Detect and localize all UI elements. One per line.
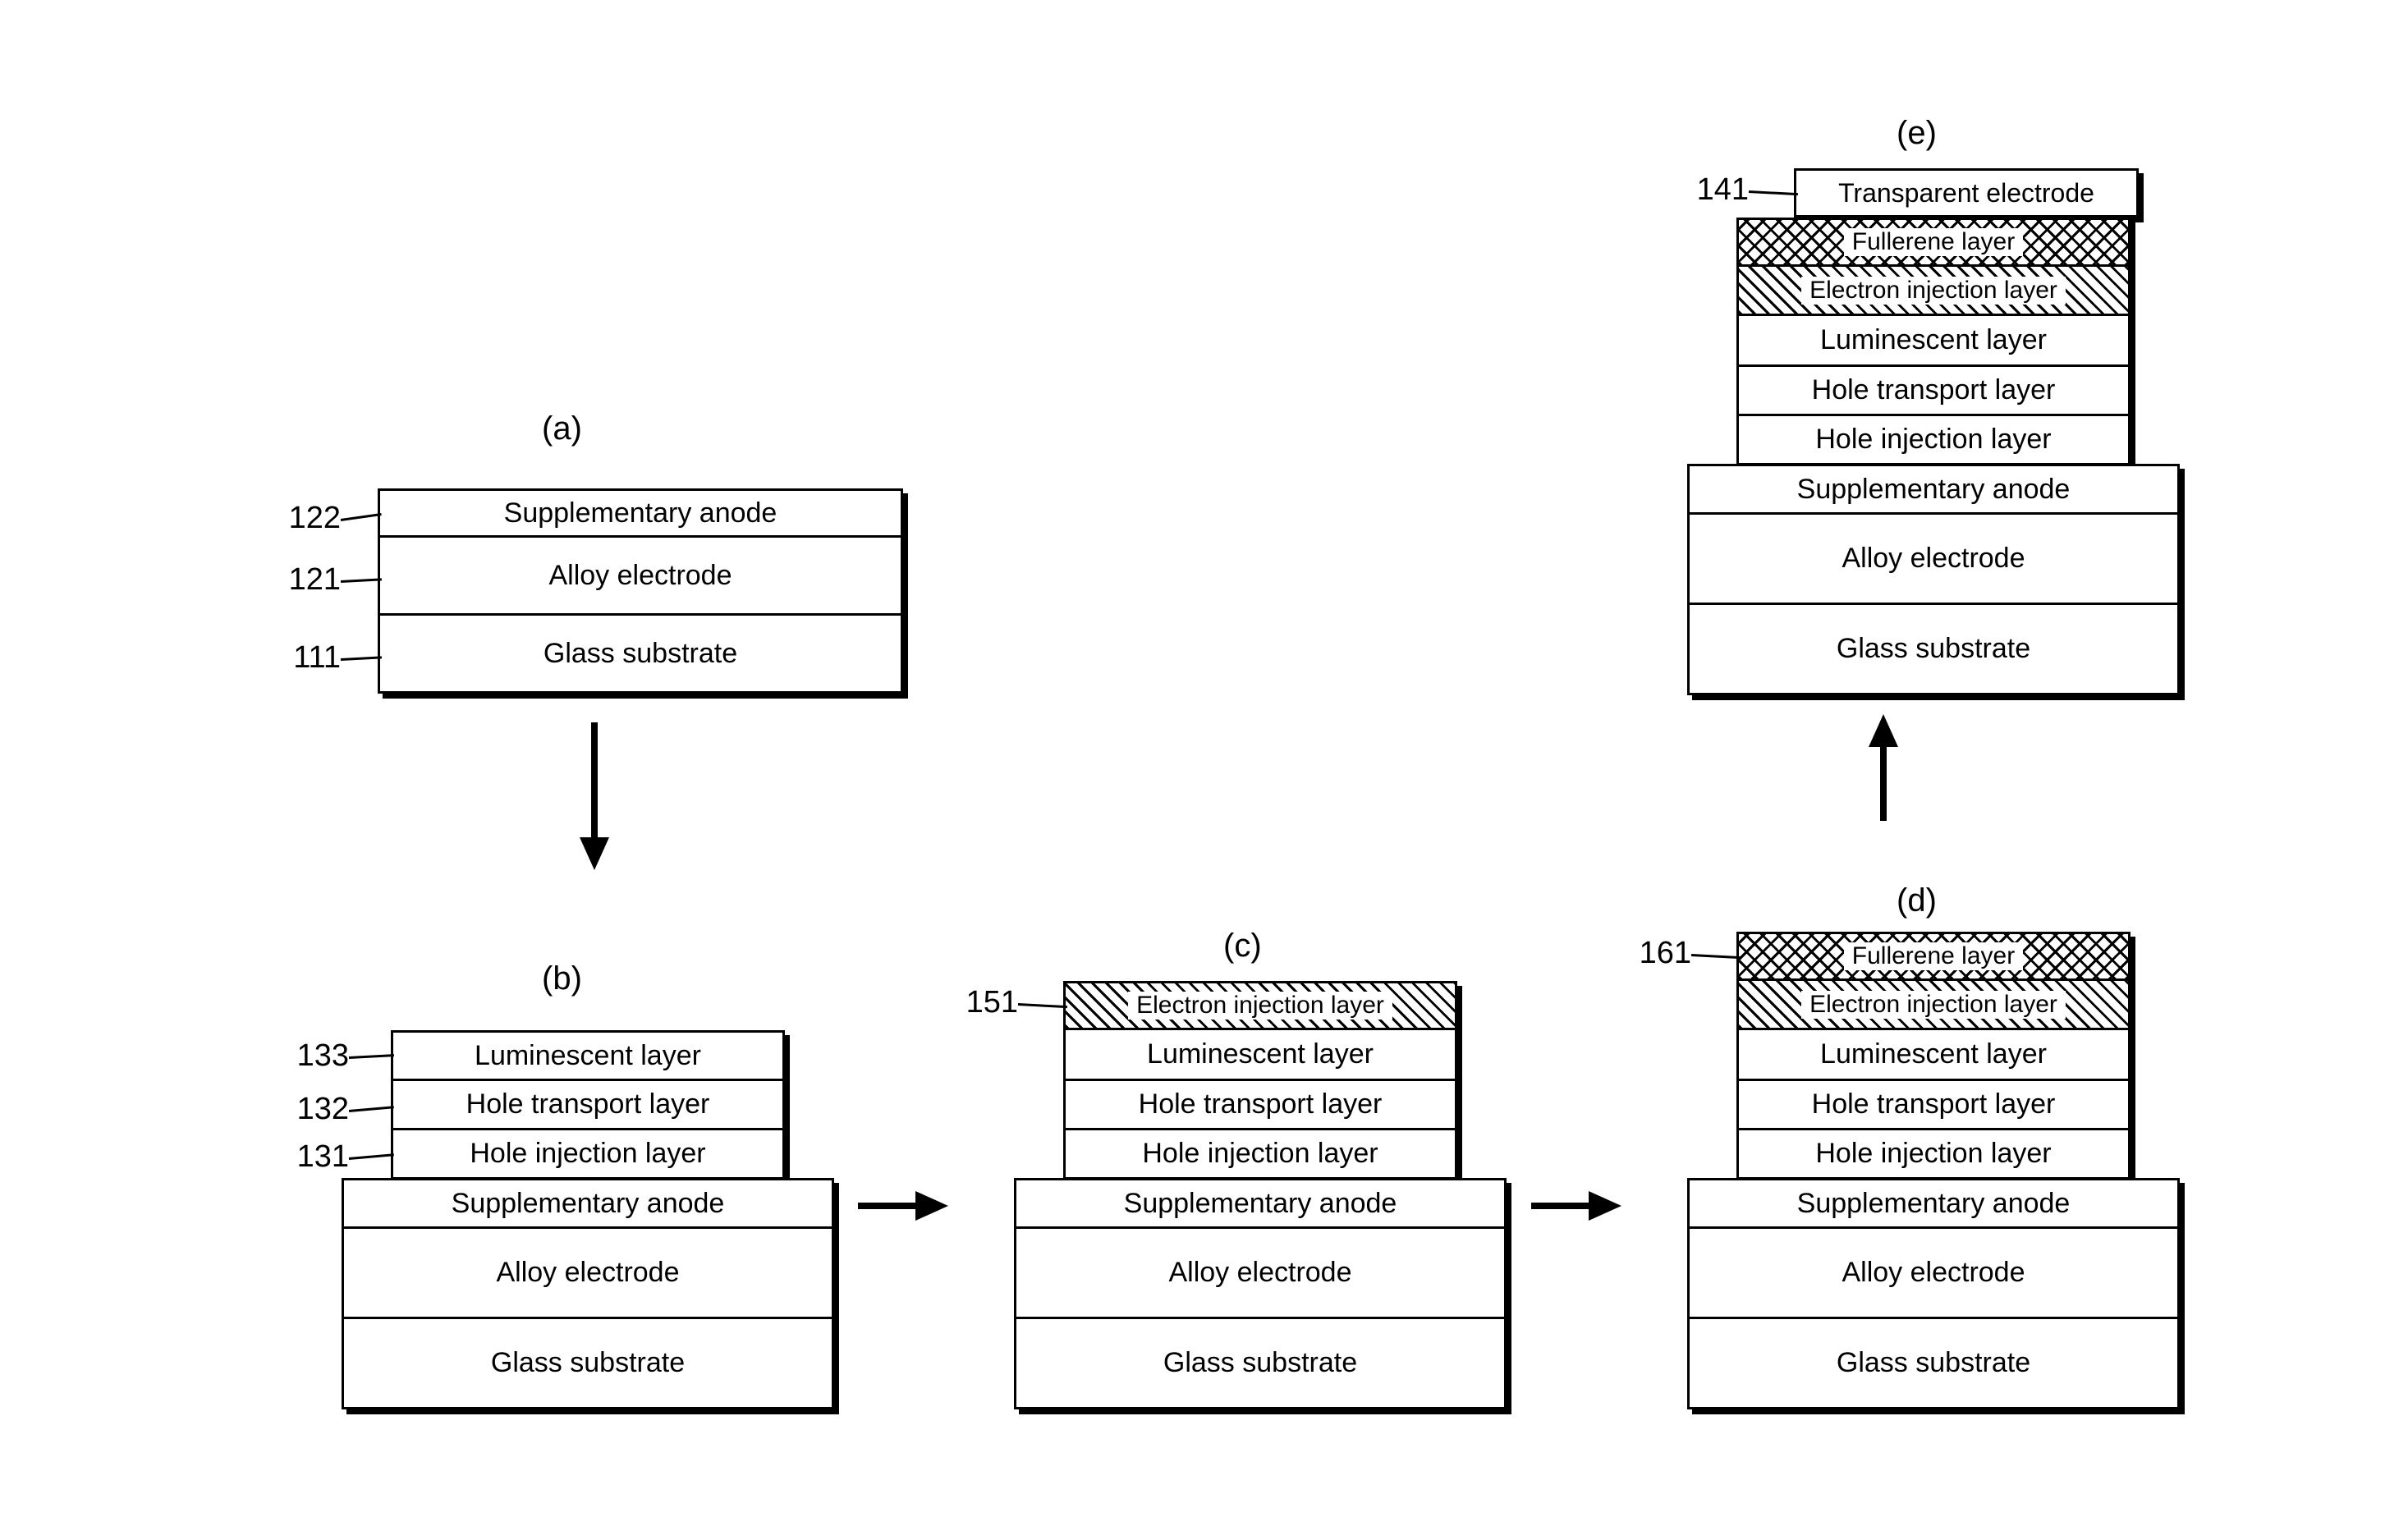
layer-fullerene: Fullerene layer	[1736, 218, 2131, 267]
ref-122: 122	[259, 501, 341, 536]
panel-c-label: (c)	[1223, 928, 1262, 965]
layer-electron-injection: Electron injection layer	[1736, 981, 2131, 1030]
panel-b-label: (b)	[542, 960, 582, 997]
leader-131	[349, 1153, 394, 1160]
layer-electron-injection: Electron injection layer	[1063, 981, 1457, 1030]
ref-111: 111	[259, 640, 341, 676]
ref-151: 151	[936, 985, 1018, 1020]
leader-151	[1018, 1003, 1067, 1008]
layer-glass-substrate: Glass substrate	[342, 1319, 834, 1409]
panel-e-wide: Supplementary anode Alloy electrode Glas…	[1687, 464, 2180, 695]
layer-supp-anode: Supplementary anode	[378, 488, 903, 538]
panel-e-narrow: Fullerene layer Electron injection layer…	[1736, 218, 2131, 465]
layer-alloy-electrode: Alloy electrode	[1014, 1229, 1507, 1319]
ref-141: 141	[1667, 172, 1749, 208]
layer-fullerene: Fullerene layer	[1736, 932, 2131, 981]
panel-d-wide: Supplementary anode Alloy electrode Glas…	[1687, 1178, 2180, 1409]
leader-111	[341, 656, 382, 661]
ref-131: 131	[267, 1139, 349, 1175]
layer-alloy-electrode: Alloy electrode	[1687, 515, 2180, 605]
layer-glass-substrate: Glass substrate	[1687, 1319, 2180, 1409]
layer-luminescent: Luminescent layer	[1736, 1030, 2131, 1081]
panel-e-label: (e)	[1897, 115, 1937, 152]
panel-b-wide: Supplementary anode Alloy electrode Glas…	[342, 1178, 834, 1409]
leader-122	[341, 513, 382, 521]
ref-133: 133	[267, 1038, 349, 1074]
ref-132: 132	[267, 1092, 349, 1127]
layer-supp-anode: Supplementary anode	[1687, 1178, 2180, 1229]
layer-supp-anode: Supplementary anode	[1014, 1178, 1507, 1229]
layer-hole-transport: Hole transport layer	[1736, 367, 2131, 416]
panel-a-stack: Supplementary anode Alloy electrode Glas…	[378, 488, 903, 694]
panel-d-label: (d)	[1897, 882, 1937, 919]
layer-supp-anode: Supplementary anode	[1687, 464, 2180, 515]
layer-alloy-electrode: Alloy electrode	[342, 1229, 834, 1319]
layer-luminescent: Luminescent layer	[391, 1030, 785, 1081]
layer-transparent-electrode: Transparent electrode	[1794, 168, 2139, 218]
panel-e-top: Transparent electrode	[1794, 168, 2139, 218]
panel-a-label: (a)	[542, 410, 582, 447]
panel-b-narrow: Luminescent layer Hole transport layer H…	[391, 1030, 785, 1180]
leader-133	[349, 1054, 394, 1059]
panel-c-narrow: Electron injection layer Luminescent lay…	[1063, 981, 1457, 1180]
layer-luminescent: Luminescent layer	[1063, 1030, 1457, 1081]
layer-hole-transport: Hole transport layer	[1063, 1081, 1457, 1130]
layer-supp-anode: Supplementary anode	[342, 1178, 834, 1229]
layer-hole-injection: Hole injection layer	[1736, 1130, 2131, 1180]
leader-141	[1749, 190, 1798, 195]
layer-alloy-electrode: Alloy electrode	[378, 538, 903, 616]
ref-161: 161	[1609, 936, 1691, 971]
leader-161	[1691, 954, 1741, 959]
layer-glass-substrate: Glass substrate	[1014, 1319, 1507, 1409]
layer-hole-transport: Hole transport layer	[1736, 1081, 2131, 1130]
leader-132	[349, 1106, 394, 1112]
layer-alloy-electrode: Alloy electrode	[1687, 1229, 2180, 1319]
layer-electron-injection: Electron injection layer	[1736, 267, 2131, 316]
ref-121: 121	[259, 562, 341, 598]
layer-hole-injection: Hole injection layer	[391, 1130, 785, 1180]
layer-hole-transport: Hole transport layer	[391, 1081, 785, 1130]
panel-d-narrow: Fullerene layer Electron injection layer…	[1736, 932, 2131, 1180]
layer-hole-injection: Hole injection layer	[1063, 1130, 1457, 1180]
layer-luminescent: Luminescent layer	[1736, 316, 2131, 367]
layer-hole-injection: Hole injection layer	[1736, 416, 2131, 465]
layer-glass-substrate: Glass substrate	[378, 616, 903, 694]
leader-121	[341, 578, 382, 583]
panel-c-wide: Supplementary anode Alloy electrode Glas…	[1014, 1178, 1507, 1409]
layer-glass-substrate: Glass substrate	[1687, 605, 2180, 695]
